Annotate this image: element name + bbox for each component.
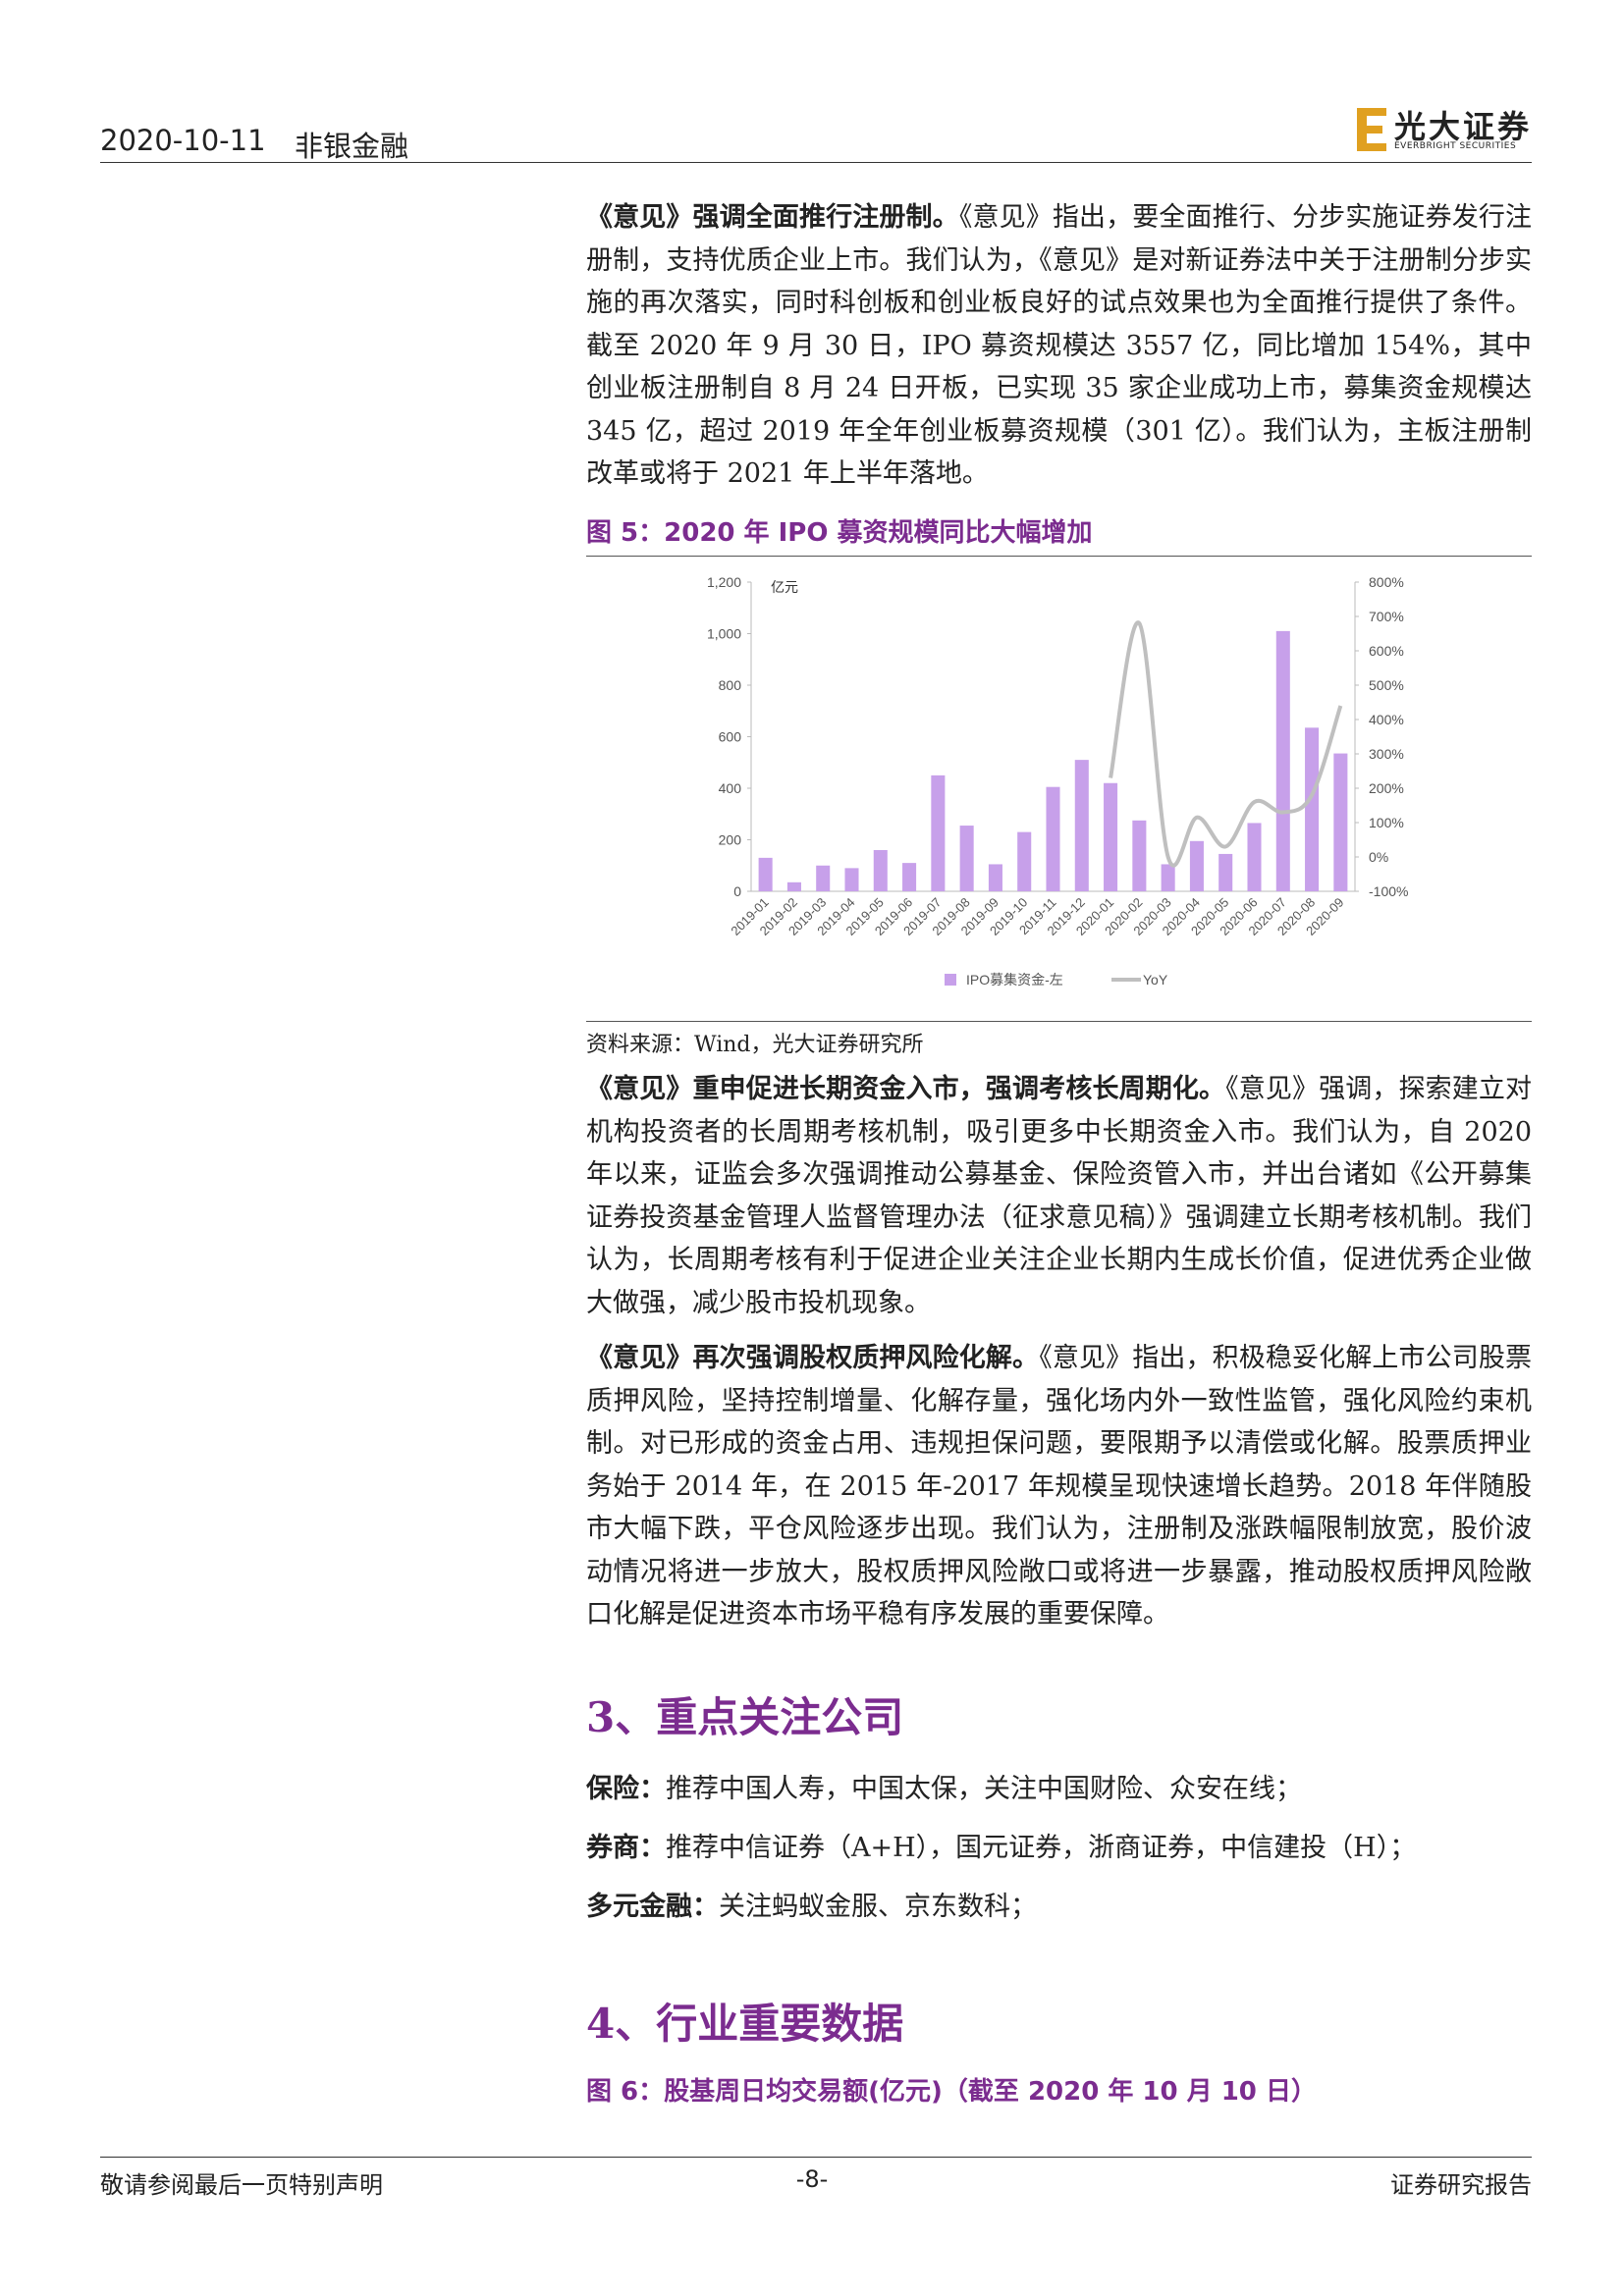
legend-swatch (945, 974, 956, 986)
list-item: 券商：推荐中信证券（A+H），国元证券，浙商证券，中信建投（H）； (586, 1826, 1416, 1864)
bar (1189, 840, 1204, 891)
bar (931, 774, 946, 891)
paragraph-text: 《意见》指出，要全面推行、分步实施证券发行注册制，支持优质企业上市。我们认为，《… (586, 202, 1533, 489)
bar (1275, 630, 1290, 891)
list-item: 多元金融：关注蚂蚁金服、京东数科； (586, 1885, 1037, 1923)
bar (1074, 760, 1089, 891)
y2-tick-label: 600% (1369, 643, 1404, 659)
paragraph-lead: 《意见》重申促进长期资金入市，强调考核长周期化。 (586, 1074, 1226, 1104)
logo-icon (1357, 108, 1386, 151)
bar (1104, 782, 1118, 891)
paragraph: 《意见》强调全面推行注册制。《意见》指出，要全面推行、分步实施证券发行注册制，支… (586, 196, 1532, 496)
bar (1046, 786, 1060, 891)
footer-rule (100, 2157, 1532, 2158)
header-rule (100, 162, 1532, 163)
section-title: 4、行业重要数据 (586, 2000, 904, 2048)
bar (959, 826, 974, 891)
y2-tick-label: -100% (1369, 883, 1408, 899)
bar (844, 868, 859, 891)
item-label: 多元金融： (586, 1892, 719, 1922)
bar (1132, 820, 1147, 891)
item-label: 保险： (586, 1774, 666, 1804)
paragraph-lead: 《意见》再次强调股权质押风险化解。 (586, 1343, 1040, 1373)
line (1109, 620, 1343, 868)
page-number: -8- (795, 2165, 829, 2193)
y2-tick-label: 500% (1369, 677, 1404, 693)
y-tick-label: 0 (733, 883, 741, 899)
item-text: 关注蚂蚁金服、京东数科； (719, 1892, 1037, 1922)
bar (816, 865, 831, 891)
bar (1017, 831, 1032, 891)
bar (1247, 823, 1262, 891)
y-tick-label: 400 (719, 780, 742, 796)
paragraph: 《意见》重申促进长期资金入市，强调考核长周期化。《意见》强调，探索建立对机构投资… (586, 1068, 1532, 1324)
figure-caption: 图 5：2020 年 IPO 募资规模同比大幅增加 (586, 518, 1093, 548)
figure-rule (586, 1021, 1532, 1022)
header-category: 非银金融 (295, 130, 409, 163)
footer-left: 敬请参阅最后一页特别声明 (100, 2171, 383, 2199)
y2-tick-label: 0% (1369, 849, 1388, 865)
item-text: 推荐中信证券（A+H），国元证券，浙商证券，中信建投（H）； (666, 1833, 1417, 1863)
y2-tick-label: 400% (1369, 712, 1404, 727)
y2-tick-label: 700% (1369, 609, 1404, 624)
footer-right: 证券研究报告 (1390, 2171, 1532, 2199)
section-title: 3、重点关注公司 (586, 1693, 904, 1741)
y-tick-label: 200 (719, 832, 742, 848)
item-text: 推荐中国人寿，中国太保，关注中国财险、众安在线； (666, 1774, 1302, 1804)
y-tick-label: 600 (719, 729, 742, 745)
figure-rule (586, 556, 1532, 557)
legend-label: YoY (1143, 972, 1168, 988)
bar (1161, 864, 1175, 891)
legend-label: IPO募集资金-左 (966, 972, 1063, 988)
bar (902, 863, 917, 891)
figure-caption: 图 6：股基周日均交易额(亿元)（截至 2020 年 10 月 10 日） (586, 2077, 1317, 2107)
paragraph-lead: 《意见》强调全面推行注册制。 (586, 202, 959, 233)
bar (873, 850, 888, 891)
paragraph-text: 《意见》强调，探索建立对机构投资者的长周期考核机制，吸引更多中长期资金入市。我们… (586, 1074, 1533, 1318)
logo-en: EVERBRIGHT SECURITIES (1394, 141, 1517, 151)
bar (1305, 727, 1320, 891)
y2-tick-label: 200% (1369, 780, 1404, 796)
y2-tick-label: 800% (1369, 574, 1404, 590)
paragraph-text: 《意见》指出，积极稳妥化解上市公司股票质押风险，坚持控制增量、化解存量，强化场内… (586, 1343, 1533, 1629)
bar (1333, 753, 1348, 891)
bar (786, 881, 801, 891)
y-tick-label: 1,200 (707, 574, 741, 590)
logo-text: 光大证券 (1394, 108, 1533, 145)
y-tick-label: 800 (719, 677, 742, 693)
y2-tick-label: 300% (1369, 746, 1404, 762)
bar (988, 864, 1002, 891)
y-unit: 亿元 (771, 579, 798, 595)
header-date: 2020-10-11 (100, 124, 266, 157)
bar (1218, 853, 1233, 891)
list-item: 保险：推荐中国人寿，中国太保，关注中国财险、众安在线； (586, 1767, 1302, 1805)
bar (758, 857, 773, 891)
y-tick-label: 1,000 (707, 626, 741, 642)
figure-source: 资料来源：Wind，光大证券研究所 (586, 1033, 924, 1057)
item-label: 券商： (586, 1833, 666, 1863)
chart: 0 200 400 600 800 1,000 1,200 -100% 0% 100% 200% 30… (707, 574, 1409, 988)
paragraph: 《意见》再次强调股权质押风险化解。《意见》指出，积极稳妥化解上市公司股票质押风险… (586, 1337, 1532, 1636)
y2-tick-label: 100% (1369, 815, 1404, 830)
